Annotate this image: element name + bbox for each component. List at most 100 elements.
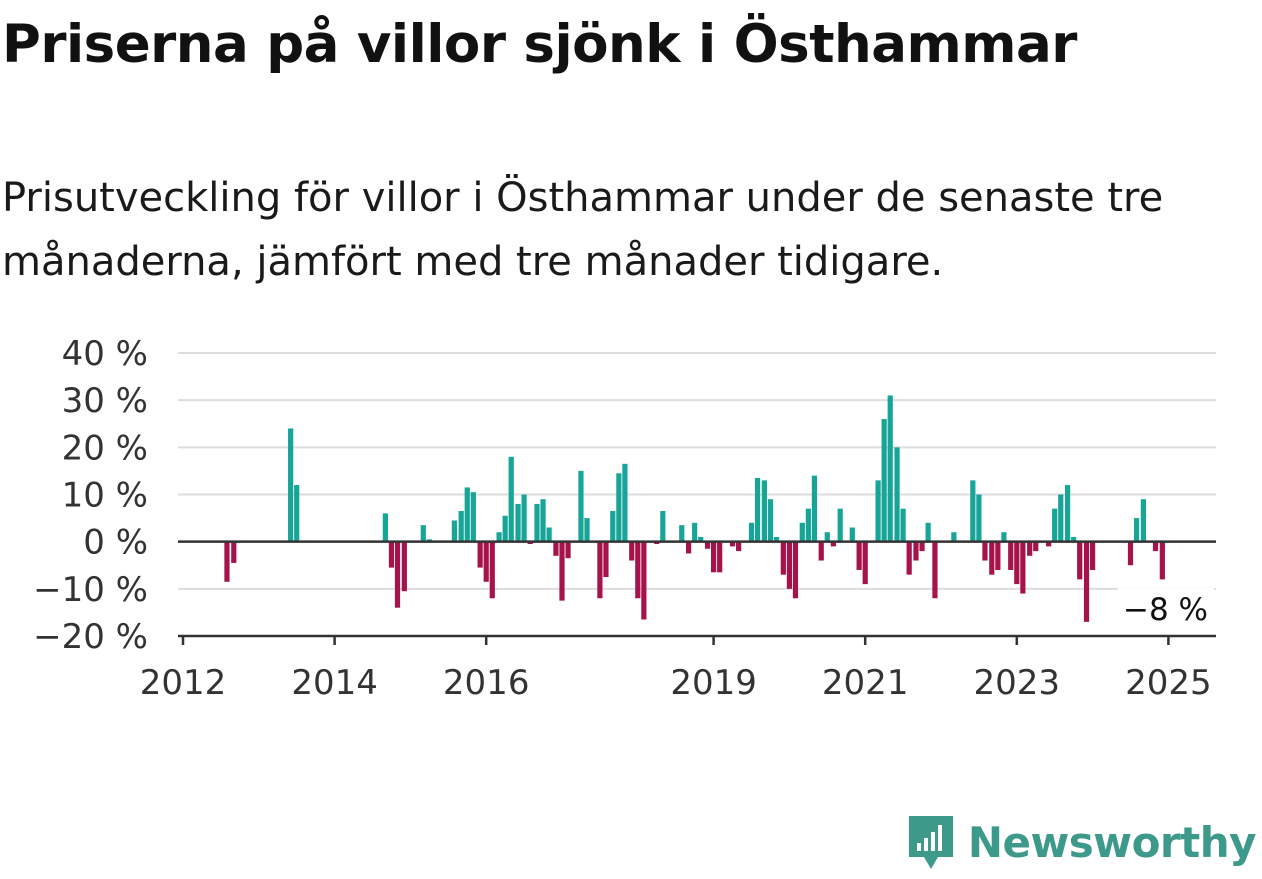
bar: [894, 447, 900, 542]
bar: [761, 480, 767, 542]
y-tick-label: −10 %: [33, 570, 148, 610]
bars: [224, 395, 1165, 622]
bar: [231, 541, 237, 563]
x-axis-labels: 2012 2014 2016 2019 2021 2023 2025: [140, 663, 1212, 703]
gridlines: [178, 352, 1216, 590]
bar: [717, 541, 723, 573]
bar: [477, 541, 483, 568]
bar: [811, 475, 818, 542]
bar: [1133, 518, 1140, 542]
bar: [451, 520, 457, 542]
bar: [818, 541, 824, 561]
last-value-label: −8 %: [1123, 592, 1208, 628]
bar: [906, 541, 912, 575]
annotation-background: [1118, 588, 1214, 628]
bar: [736, 541, 742, 552]
bar: [970, 480, 976, 542]
bar: [603, 541, 609, 578]
bar: [483, 541, 489, 582]
bar: [1001, 532, 1007, 542]
chart-subtitle: Prisutveckling för villor i Östhammar un…: [2, 175, 1164, 285]
bar: [1008, 541, 1014, 570]
bar: [1046, 541, 1052, 547]
annotations: −8 %: [1118, 588, 1214, 628]
bar: [1027, 541, 1033, 556]
x-tick-label: 2021: [822, 663, 909, 703]
bar: [641, 541, 647, 620]
bar: [1033, 541, 1039, 552]
bar: [1127, 541, 1134, 566]
brand-logo: Newsworthy: [906, 813, 1257, 871]
bar: [622, 463, 628, 542]
bar: [856, 541, 862, 570]
bar: [1077, 541, 1083, 580]
bar: [1083, 541, 1090, 622]
bar: [1064, 485, 1071, 542]
axes: [178, 540, 1216, 645]
bar: [887, 395, 893, 542]
bar: [1058, 494, 1064, 542]
bar: [925, 522, 931, 542]
bar: [496, 532, 502, 542]
y-tick-label: 0 %: [83, 523, 148, 563]
bar: [679, 525, 685, 542]
bar: [553, 541, 559, 556]
x-tick-label: 2016: [443, 663, 530, 703]
bar: [559, 541, 565, 601]
y-tick-label: 20 %: [62, 428, 148, 468]
bar: [685, 541, 692, 554]
bar: [294, 485, 300, 542]
bar: [995, 541, 1001, 570]
bar: [862, 541, 868, 585]
bar: [881, 419, 887, 542]
bar: [464, 487, 470, 542]
bar: [1140, 499, 1146, 542]
bar: [692, 522, 698, 542]
brand-name: Newsworthy: [967, 817, 1257, 867]
bar: [420, 525, 426, 542]
bar: [786, 541, 792, 589]
x-tick-label: 2014: [291, 663, 378, 703]
bar: [401, 541, 407, 592]
bar: [1159, 541, 1165, 580]
newsworthy-logo-icon: [908, 816, 953, 869]
bar: [805, 508, 811, 542]
bar: [502, 515, 508, 542]
bar: [610, 511, 616, 542]
bar: [1071, 536, 1077, 542]
bar: [458, 511, 464, 542]
bar: [729, 541, 736, 547]
bar: [584, 518, 590, 542]
bar: [660, 511, 666, 542]
bar: [489, 541, 495, 599]
bar: [913, 541, 919, 561]
x-tick-label: 2023: [974, 663, 1061, 703]
bar: [540, 499, 546, 542]
bar: [837, 508, 843, 542]
bar: [698, 536, 704, 542]
bar: [1152, 541, 1159, 552]
bar: [597, 541, 603, 599]
bar: [900, 508, 906, 542]
bar: [748, 522, 755, 542]
chart-title: Priserna på villor sjönk i Östhammar: [2, 14, 1077, 75]
bar: [635, 541, 641, 599]
y-tick-label: 30 %: [62, 381, 148, 421]
bar: [616, 473, 622, 542]
bar: [629, 541, 635, 561]
x-tick-label: 2019: [670, 663, 757, 703]
x-tick-label: 2025: [1125, 663, 1212, 703]
bar: [534, 503, 540, 542]
bar: [711, 541, 717, 573]
bar: [578, 470, 584, 542]
bar: [394, 541, 401, 608]
y-axis-labels: 40 % 30 % 20 % 10 % 0 % −10 % −20 %: [33, 334, 148, 657]
bar: [773, 536, 780, 542]
bar: [792, 541, 799, 599]
y-tick-label: 10 %: [62, 476, 148, 516]
bar: [1014, 541, 1020, 585]
bar: [919, 541, 925, 552]
bar: [799, 522, 805, 542]
bar: [989, 541, 995, 575]
bar: [288, 428, 294, 542]
